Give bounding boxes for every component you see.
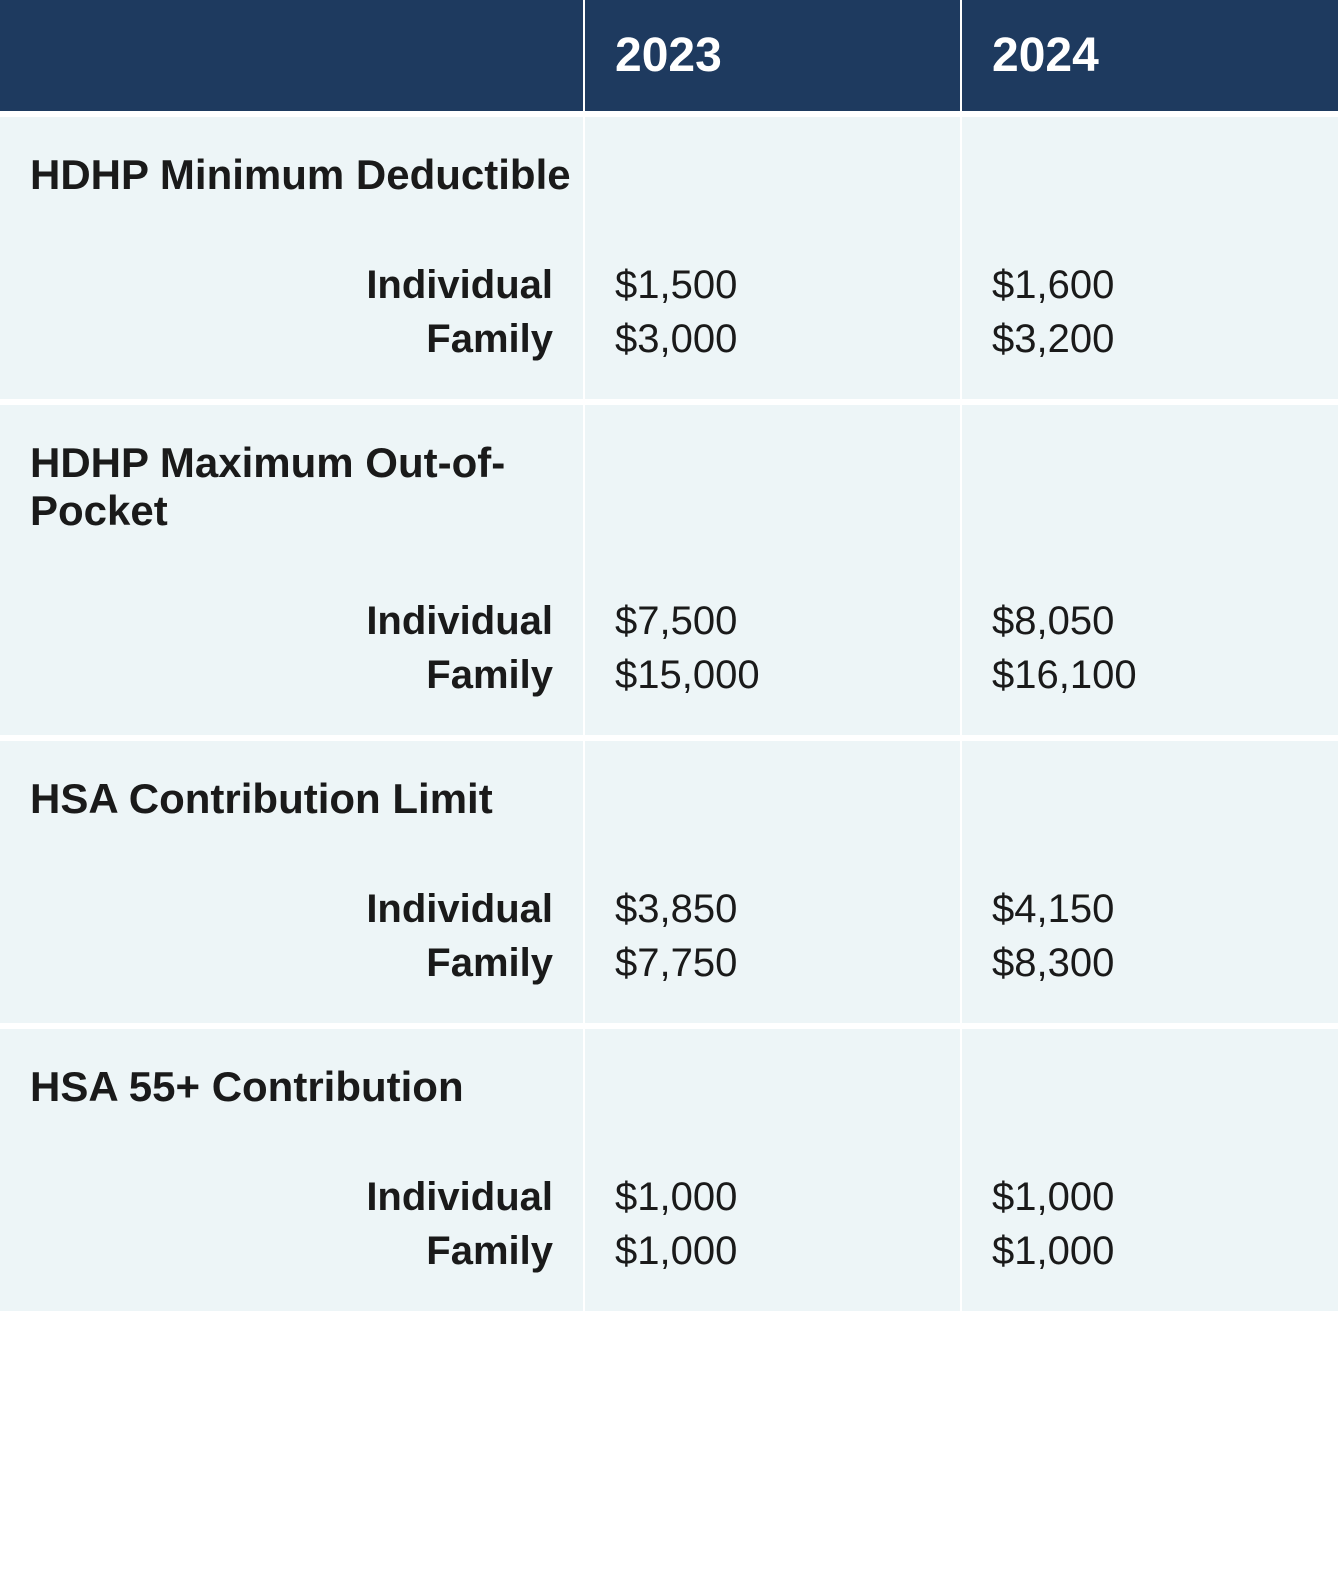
section-title-row: HSA 55+ Contribution — [0, 1026, 1338, 1171]
row-label-individual: Individual — [0, 259, 584, 313]
table-row: Family $3,000 $3,200 — [0, 313, 1338, 402]
cell-value: $1,600 — [961, 259, 1338, 313]
section-title: HDHP Maximum Out-of-Pocket — [0, 402, 584, 595]
section-title-spacer — [961, 1026, 1338, 1171]
cell-value: $1,000 — [584, 1171, 961, 1225]
row-label-individual: Individual — [0, 1171, 584, 1225]
table-row: Family $15,000 $16,100 — [0, 649, 1338, 738]
section-title-row: HDHP Maximum Out-of-Pocket — [0, 402, 1338, 595]
section-title-spacer — [961, 738, 1338, 883]
row-label-family: Family — [0, 313, 584, 402]
cell-value: $3,200 — [961, 313, 1338, 402]
row-label-individual: Individual — [0, 595, 584, 649]
row-label-family: Family — [0, 1225, 584, 1311]
header-blank — [0, 0, 584, 114]
table-row: Family $7,750 $8,300 — [0, 937, 1338, 1026]
section-title: HSA Contribution Limit — [0, 738, 584, 883]
cell-value: $3,000 — [584, 313, 961, 402]
section-title-spacer — [584, 402, 961, 595]
cell-value: $7,750 — [584, 937, 961, 1026]
row-label-family: Family — [0, 649, 584, 738]
cell-value: $1,000 — [961, 1171, 1338, 1225]
table-row: Individual $1,500 $1,600 — [0, 259, 1338, 313]
table-row: Family $1,000 $1,000 — [0, 1225, 1338, 1311]
section-title: HSA 55+ Contribution — [0, 1026, 584, 1171]
header-year-2024: 2024 — [961, 0, 1338, 114]
table-row: Individual $3,850 $4,150 — [0, 883, 1338, 937]
cell-value: $7,500 — [584, 595, 961, 649]
section-title-row: HSA Contribution Limit — [0, 738, 1338, 883]
header-year-2023: 2023 — [584, 0, 961, 114]
cell-value: $15,000 — [584, 649, 961, 738]
cell-value: $1,000 — [961, 1225, 1338, 1311]
section-title-spacer — [584, 114, 961, 259]
table-row: Individual $1,000 $1,000 — [0, 1171, 1338, 1225]
table-row: Individual $7,500 $8,050 — [0, 595, 1338, 649]
table-header-row: 2023 2024 — [0, 0, 1338, 114]
cell-value: $1,500 — [584, 259, 961, 313]
cell-value: $3,850 — [584, 883, 961, 937]
cell-value: $8,050 — [961, 595, 1338, 649]
cell-value: $16,100 — [961, 649, 1338, 738]
cell-value: $1,000 — [584, 1225, 961, 1311]
section-title: HDHP Minimum Deductible — [0, 114, 584, 259]
section-title-row: HDHP Minimum Deductible — [0, 114, 1338, 259]
cell-value: $8,300 — [961, 937, 1338, 1026]
hsa-limits-table: 2023 2024 HDHP Minimum Deductible Indivi… — [0, 0, 1338, 1311]
section-title-spacer — [961, 114, 1338, 259]
row-label-family: Family — [0, 937, 584, 1026]
cell-value: $4,150 — [961, 883, 1338, 937]
section-title-spacer — [961, 402, 1338, 595]
row-label-individual: Individual — [0, 883, 584, 937]
section-title-spacer — [584, 1026, 961, 1171]
section-title-spacer — [584, 738, 961, 883]
